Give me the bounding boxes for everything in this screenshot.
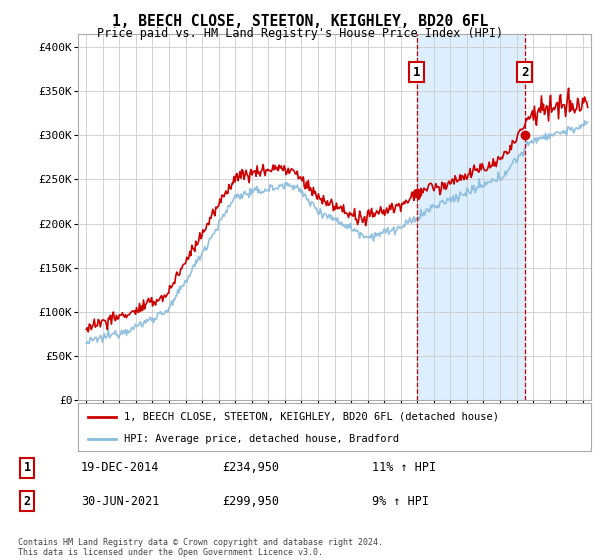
Bar	[417, 34, 525, 400]
Point	[85, 413, 92, 420]
Point	[113, 413, 120, 420]
Text: 2: 2	[23, 494, 31, 508]
Text: HPI: Average price, detached house, Bradford: HPI: Average price, detached house, Brad…	[124, 434, 399, 444]
Text: £234,950: £234,950	[222, 461, 279, 474]
Text: 9% ↑ HPI: 9% ↑ HPI	[372, 494, 429, 508]
Text: 1: 1	[413, 66, 421, 78]
Point	[113, 436, 120, 442]
Text: £299,950: £299,950	[222, 494, 279, 508]
Text: 1, BEECH CLOSE, STEETON, KEIGHLEY, BD20 6FL (detached house): 1, BEECH CLOSE, STEETON, KEIGHLEY, BD20 …	[124, 412, 499, 422]
Text: Price paid vs. HM Land Registry's House Price Index (HPI): Price paid vs. HM Land Registry's House …	[97, 27, 503, 40]
Point	[85, 436, 92, 442]
Text: 11% ↑ HPI: 11% ↑ HPI	[372, 461, 436, 474]
Text: 30-JUN-2021: 30-JUN-2021	[81, 494, 160, 508]
Text: 19-DEC-2014: 19-DEC-2014	[81, 461, 160, 474]
Text: 1, BEECH CLOSE, STEETON, KEIGHLEY, BD20 6FL: 1, BEECH CLOSE, STEETON, KEIGHLEY, BD20 …	[112, 14, 488, 29]
Text: 2: 2	[521, 66, 529, 78]
Text: Contains HM Land Registry data © Crown copyright and database right 2024.
This d: Contains HM Land Registry data © Crown c…	[18, 538, 383, 557]
Text: 1: 1	[23, 461, 31, 474]
